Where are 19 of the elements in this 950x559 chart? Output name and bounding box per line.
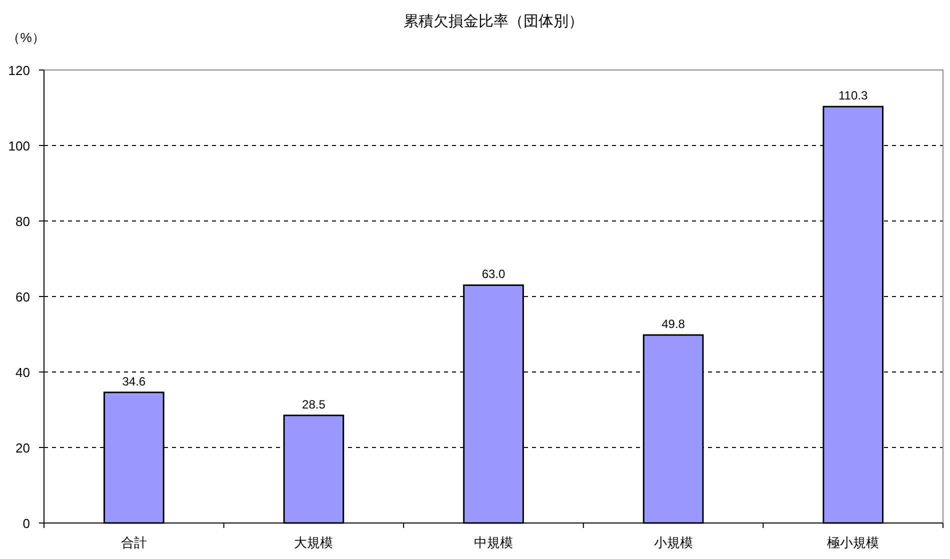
ytick: 80: [16, 214, 30, 229]
value-label: 110.3: [838, 88, 868, 103]
ytick: 120: [8, 63, 30, 78]
value-label: 49.8: [662, 317, 685, 331]
xtick: 小規模: [654, 535, 693, 550]
value-label: 34.6: [122, 374, 146, 388]
xtick: 極小規模: [827, 535, 880, 550]
ytick: 60: [16, 290, 30, 304]
xtick: 合計: [120, 535, 147, 550]
value-label: 28.5: [302, 397, 326, 412]
ylabel: （%）: [7, 30, 45, 45]
title: 累積欠損金比率（団体別）: [404, 13, 584, 30]
ytick: 40: [16, 365, 30, 380]
xtick: 大規模: [294, 535, 334, 550]
ytick: 100: [8, 138, 30, 154]
xtick: 中規模: [474, 535, 513, 550]
value-label: 63.0: [482, 267, 506, 282]
ytick: 20: [16, 440, 30, 456]
ytick: 0: [22, 516, 30, 531]
